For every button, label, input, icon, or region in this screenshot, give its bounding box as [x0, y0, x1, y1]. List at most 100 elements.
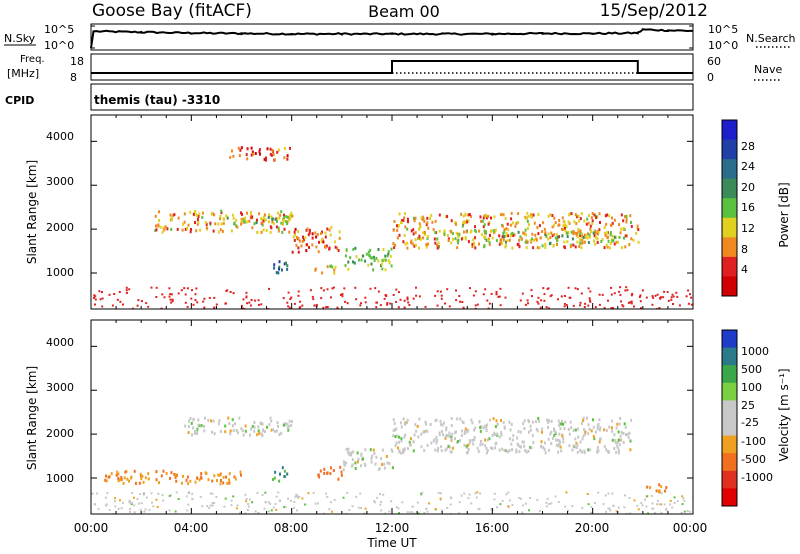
- heatmap-cell: [522, 422, 525, 426]
- heatmap-cell: [547, 232, 550, 236]
- heatmap-cell: [120, 477, 123, 481]
- heatmap-cell: [308, 228, 311, 232]
- heatmap-cell: [594, 230, 597, 234]
- heatmap-cell: [346, 302, 349, 305]
- heatmap-cell: [204, 416, 206, 420]
- noise-tick-low-left: 10^0: [44, 39, 74, 52]
- heatmap-cell: [554, 430, 557, 434]
- heatmap-cell: [434, 294, 437, 297]
- heatmap-cell: [564, 224, 567, 228]
- heatmap-cell: [240, 219, 243, 223]
- heatmap-cell: [581, 238, 584, 242]
- heatmap-cell: [384, 268, 387, 272]
- heatmap-cell: [183, 212, 186, 216]
- heatmap-cell: [663, 503, 666, 506]
- heatmap-cell: [576, 288, 579, 291]
- heatmap-cell: [590, 230, 593, 234]
- heatmap-cell: [199, 496, 202, 498]
- heatmap-cell: [556, 235, 559, 239]
- heatmap-cell: [430, 213, 433, 217]
- heatmap-cell: [435, 441, 438, 445]
- heatmap-cell: [588, 233, 591, 237]
- heatmap-cell: [318, 240, 320, 244]
- heatmap-cell: [490, 508, 493, 511]
- heatmap-cell: [486, 438, 489, 442]
- heatmap-cell: [537, 212, 540, 216]
- heatmap-cell: [535, 427, 538, 431]
- heatmap-cell: [317, 502, 319, 505]
- heatmap-cell: [142, 480, 145, 484]
- heatmap-cell: [587, 503, 590, 506]
- heatmap-cell: [429, 423, 432, 426]
- heatmap-cell: [410, 241, 412, 245]
- heatmap-cell: [512, 434, 515, 438]
- heatmap-cell: [504, 296, 507, 299]
- heatmap-cell: [142, 492, 145, 495]
- heatmap-cell: [444, 448, 447, 452]
- heatmap-cell: [575, 233, 578, 237]
- heatmap-cell: [238, 154, 241, 158]
- heatmap-cell: [108, 293, 111, 296]
- heatmap-cell: [249, 213, 252, 217]
- heatmap-cell: [512, 221, 514, 225]
- heatmap-cell: [471, 242, 474, 246]
- heatmap-cell: [404, 242, 407, 246]
- heatmap-cell: [426, 510, 429, 513]
- heatmap-cell: [617, 451, 620, 455]
- heatmap-cell: [356, 460, 359, 464]
- heatmap-cell: [579, 304, 581, 307]
- heatmap-cell: [264, 218, 267, 222]
- heatmap-cell: [560, 449, 563, 453]
- heatmap-cell: [140, 502, 143, 505]
- heatmap-cell: [588, 297, 591, 300]
- heatmap-cell: [416, 501, 419, 504]
- heatmap-cell: [403, 216, 406, 220]
- freq-tick-low: 8: [70, 71, 77, 84]
- heatmap-cell: [377, 248, 380, 251]
- heatmap-cell: [282, 219, 285, 223]
- heatmap-cell: [293, 230, 296, 234]
- heatmap-cell: [421, 215, 424, 219]
- heatmap-cell: [349, 256, 352, 260]
- heatmap-cell: [281, 231, 284, 234]
- heatmap-cell: [518, 238, 521, 242]
- heatmap-cell: [561, 227, 563, 231]
- heatmap-cell: [200, 472, 203, 476]
- heatmap-cell: [409, 443, 412, 447]
- heatmap-cell: [373, 501, 376, 504]
- heatmap-cell: [640, 307, 642, 309]
- heatmap-cell: [295, 236, 298, 239]
- heatmap-cell: [673, 496, 676, 499]
- heatmap-cell: [562, 437, 565, 440]
- heatmap-cell: [394, 435, 397, 438]
- heatmap-cell: [94, 503, 97, 506]
- heatmap-cell: [422, 231, 425, 235]
- heatmap-cell: [283, 213, 285, 217]
- heatmap-cell: [186, 475, 189, 479]
- heatmap-cell: [575, 446, 578, 449]
- heatmap-cell: [480, 233, 483, 236]
- heatmap-cell: [550, 420, 553, 423]
- heatmap-cell: [652, 507, 655, 510]
- colorbar-segment: [722, 400, 737, 419]
- heatmap-cell: [620, 430, 623, 434]
- heatmap-cell: [213, 296, 216, 299]
- heatmap-cell: [308, 231, 311, 235]
- heatmap-cell: [484, 444, 487, 448]
- heatmap-cell: [241, 429, 244, 433]
- heatmap-cell: [410, 437, 412, 441]
- heatmap-cell: [479, 492, 482, 495]
- heatmap-cell: [324, 231, 327, 235]
- heatmap-cell: [549, 213, 552, 217]
- colorbar-segment: [722, 365, 737, 384]
- heatmap-cell: [588, 213, 591, 217]
- xtick-0800: 08:00: [274, 521, 309, 535]
- heatmap-cell: [249, 304, 252, 307]
- heatmap-cell: [576, 231, 579, 235]
- heatmap-cell: [433, 438, 436, 442]
- heatmap-cell: [670, 296, 673, 299]
- heatmap-cell: [383, 462, 386, 466]
- heatmap-cell: [575, 222, 578, 226]
- heatmap-cell: [272, 506, 275, 509]
- heatmap-cell: [278, 265, 281, 269]
